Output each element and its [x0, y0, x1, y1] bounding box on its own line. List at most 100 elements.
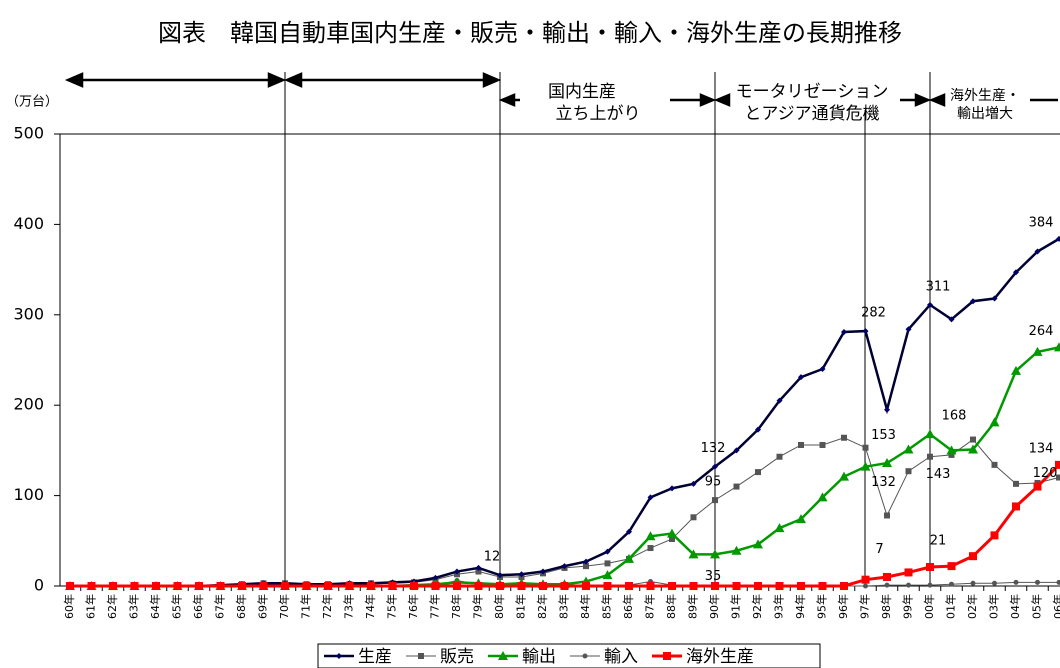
data-point — [367, 582, 375, 590]
data-point — [583, 558, 589, 565]
data-point — [755, 469, 761, 476]
data-point — [646, 582, 655, 590]
data-point — [302, 582, 311, 590]
data-point — [927, 582, 933, 588]
y-tick-label: 100 — [13, 485, 44, 504]
data-label: 132 — [701, 441, 726, 456]
period-arrows — [64, 72, 1058, 107]
data-point — [497, 572, 503, 579]
data-point — [603, 582, 612, 590]
x-tick-label: 63年 — [127, 594, 141, 619]
legend-marker — [336, 653, 342, 659]
data-point — [539, 582, 547, 590]
data-point — [582, 582, 590, 590]
data-point — [689, 582, 698, 590]
data-point — [796, 514, 806, 524]
data-point — [1035, 579, 1040, 585]
x-tick-label: 05年 — [1030, 594, 1044, 619]
data-point — [755, 426, 761, 433]
data-point — [906, 582, 911, 588]
data-point — [947, 562, 956, 571]
data-point — [969, 552, 977, 561]
arrow-head — [64, 72, 84, 88]
data-point — [733, 447, 740, 454]
data-point — [862, 328, 869, 335]
data-point — [1034, 248, 1041, 255]
data-point — [970, 580, 976, 586]
data-point — [884, 512, 890, 519]
data-point — [259, 582, 268, 590]
x-tick-label: 95年 — [815, 594, 829, 619]
data-label: 311 — [926, 279, 951, 294]
legend-marker — [418, 653, 424, 659]
data-point — [798, 374, 804, 381]
data-point — [602, 570, 613, 580]
data-point — [968, 444, 978, 454]
data-point — [712, 497, 718, 504]
x-tick-label: 73年 — [342, 594, 356, 619]
data-point — [1013, 579, 1019, 585]
data-point — [754, 582, 762, 590]
data-point — [454, 568, 460, 575]
x-tick-label: 84年 — [578, 594, 592, 619]
data-point — [926, 563, 934, 572]
data-point — [1032, 346, 1043, 356]
legend-box — [317, 643, 821, 668]
x-tick-label: 62年 — [105, 594, 119, 619]
data-point — [948, 451, 955, 458]
legend-label: 生産 — [358, 647, 392, 667]
data-point — [216, 582, 225, 590]
data-point — [946, 445, 957, 455]
data-point — [863, 583, 868, 589]
x-tick-label: 99年 — [901, 594, 915, 619]
y-tick-label: 0 — [34, 576, 44, 595]
data-point — [624, 553, 634, 563]
data-point — [882, 458, 892, 468]
data-point — [905, 326, 912, 333]
x-tick-label: 77年 — [428, 594, 442, 619]
y-tick-label: 300 — [13, 304, 44, 323]
y-axis-label: （万台） — [6, 95, 58, 110]
data-point — [690, 514, 697, 521]
data-point — [518, 571, 525, 578]
data-point — [992, 580, 997, 586]
data-point — [839, 471, 849, 481]
x-tick-label: 93年 — [772, 594, 786, 619]
data-point — [432, 574, 439, 581]
data-point — [667, 528, 677, 538]
data-point — [475, 568, 482, 575]
x-tick-label: 01年 — [944, 594, 958, 619]
data-label: 12 — [484, 550, 501, 565]
data-point — [87, 582, 96, 590]
data-point — [517, 582, 526, 590]
data-point — [1033, 482, 1042, 491]
arrow-head — [713, 93, 731, 107]
x-tick-label: 88年 — [664, 594, 678, 619]
data-point — [819, 366, 826, 373]
x-tick-label: 92年 — [750, 594, 764, 619]
x-tick-label: 81年 — [514, 594, 528, 619]
data-point — [991, 461, 998, 468]
data-point — [109, 582, 117, 590]
x-tick-label: 86年 — [621, 594, 635, 619]
data-point — [989, 417, 1000, 427]
legend-label: 輸出 — [522, 647, 556, 667]
x-tick-label: 90年 — [707, 594, 721, 619]
x-tick-label: 65年 — [170, 594, 184, 619]
period-dividers — [284, 72, 931, 586]
x-tick-label: 02年 — [965, 594, 979, 619]
data-point — [604, 560, 611, 567]
data-point — [903, 444, 914, 454]
data-label: 143 — [926, 467, 951, 482]
data-point — [238, 582, 246, 590]
legend-marker — [498, 651, 508, 660]
data-label: 264 — [1029, 324, 1054, 339]
data-point — [840, 582, 848, 590]
data-point — [1013, 269, 1019, 276]
data-point — [645, 531, 656, 541]
data-point — [1054, 342, 1060, 352]
data-point — [841, 434, 847, 441]
data-point — [410, 582, 418, 590]
data-point — [668, 582, 676, 590]
x-tick-label: 98年 — [879, 594, 893, 619]
